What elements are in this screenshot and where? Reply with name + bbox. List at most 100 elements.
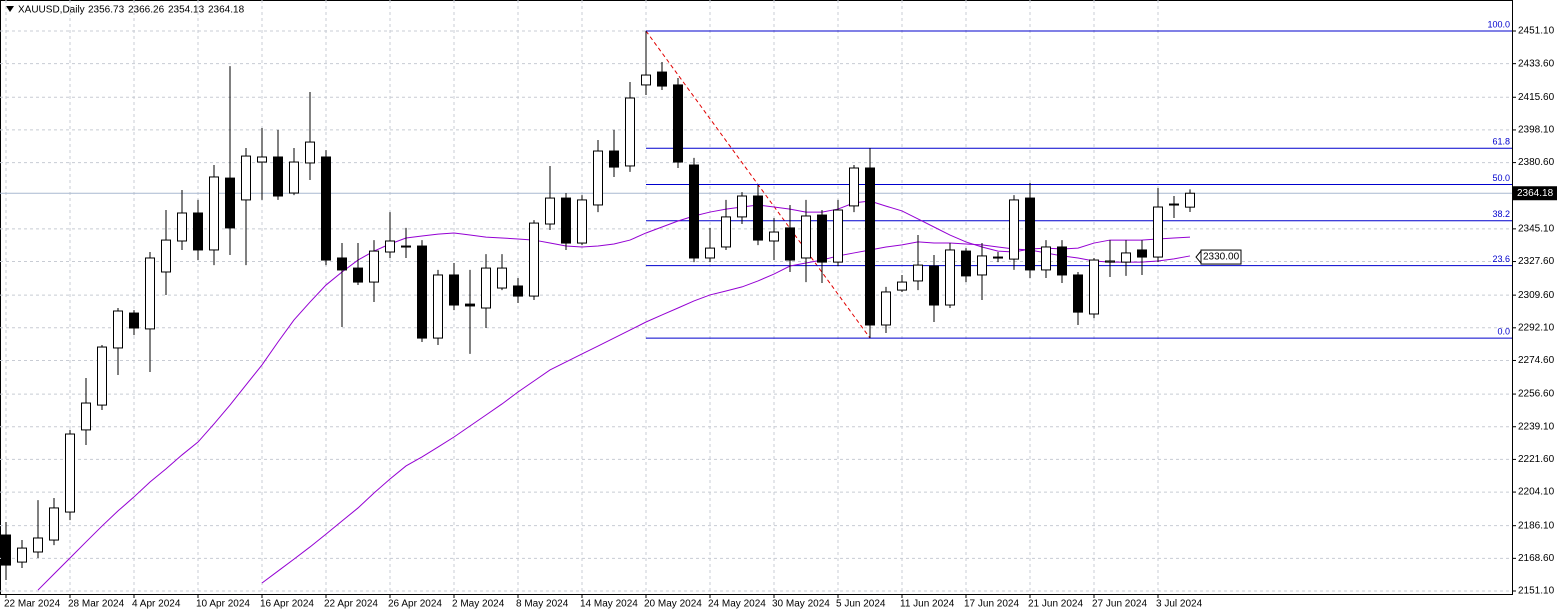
candle [609,129,619,177]
candle-body [913,264,923,282]
candle [241,148,251,266]
candle-body [305,141,315,164]
fib-level-label: 38.2 [1492,209,1510,219]
candle [721,199,731,250]
candle-body [449,274,459,306]
candle [337,243,347,328]
header-close: 2364.18 [208,5,245,16]
chart-title: XAUUSD,Daily [18,5,85,16]
candle-body [1009,199,1019,260]
candle [849,165,859,213]
y-tick-label: 2380.60 [1518,157,1555,168]
x-tick-label: 5 Jun 2024 [836,599,886,610]
candle [17,540,27,569]
candle-body [529,222,539,297]
candle-body [929,265,939,306]
candle [977,243,987,300]
candle [1153,187,1163,263]
candle-body [177,212,187,242]
candle-body [497,267,507,289]
x-tick-label: 27 Jun 2024 [1092,599,1147,610]
current-price-tag [1513,186,1557,201]
candle [993,252,1003,263]
candle-body [337,257,347,271]
x-tick-label: 10 Apr 2024 [196,599,250,610]
candle-body [753,195,763,241]
candle [1009,195,1019,270]
menu-triangle [6,6,14,12]
header-low: 2354.13 [168,5,205,16]
candle [401,227,411,258]
candle [833,199,843,267]
candle-body [321,156,331,261]
candle [497,254,507,291]
candle [1169,196,1179,219]
candle-body [593,150,603,206]
x-tick-label: 17 Jun 2024 [964,599,1019,610]
fib-level-label: 0.0 [1497,326,1510,336]
candle [161,210,171,295]
candle-body [1169,203,1179,206]
x-tick-label: 21 Jun 2024 [1028,599,1083,610]
x-tick-label: 4 Apr 2024 [132,599,181,610]
candle-body [897,281,907,291]
candle-body [545,197,555,225]
candle [753,184,763,246]
header-ohlc: 2356.73 2366.26 2354.13 2364.18 [88,5,245,16]
candle-body [65,433,75,513]
candle-body [561,197,571,244]
candle [1105,240,1115,278]
candle-body [193,212,203,251]
candle [513,277,523,303]
candle-body [785,227,795,261]
price-label: 2330.00 [1203,252,1240,263]
y-tick-label: 2256.60 [1518,389,1555,400]
y-tick-label: 2239.10 [1518,421,1555,432]
candle-body [433,274,443,339]
candle [865,148,875,339]
candle-body [257,156,267,163]
candle-body [1041,246,1051,271]
candle [465,269,475,354]
y-tick-label: 2309.60 [1518,290,1555,301]
candle-body [689,164,699,259]
candle [433,269,443,345]
candle [305,92,315,180]
candle [81,378,91,446]
candle-body [737,195,747,218]
candle [1185,189,1195,213]
candle-body [161,239,171,273]
x-tick-label: 28 Mar 2024 [68,599,125,610]
candle [145,252,155,373]
candle [417,240,427,342]
candle [1137,240,1147,275]
fib-level-label: 100.0 [1487,19,1510,29]
candle-body [881,291,891,326]
candle [737,192,747,225]
candle-body [945,249,955,306]
price-label-box [1200,249,1242,265]
y-tick-label: 2274.60 [1518,355,1555,366]
y-tick-label: 2204.10 [1518,487,1555,498]
current-price-label: 2364.18 [1517,188,1554,199]
candle-body [673,84,683,163]
x-tick-label: 14 May 2024 [580,599,638,610]
x-tick-label: 20 May 2024 [644,599,702,610]
candle-body [273,156,283,197]
y-tick-label: 2292.10 [1518,322,1555,333]
y-tick-label: 2168.60 [1518,553,1555,564]
candle [689,157,699,263]
candle-body [865,167,875,326]
candle-body [113,310,123,349]
candle [785,204,795,272]
candle [113,308,123,376]
candle [449,263,459,311]
candle-body [801,215,811,259]
candle-body [961,250,971,277]
candle [881,286,891,334]
fib-level-label: 61.8 [1492,137,1510,147]
y-tick-label: 2186.10 [1518,520,1555,531]
candle-body [849,167,859,207]
candle [49,498,59,546]
